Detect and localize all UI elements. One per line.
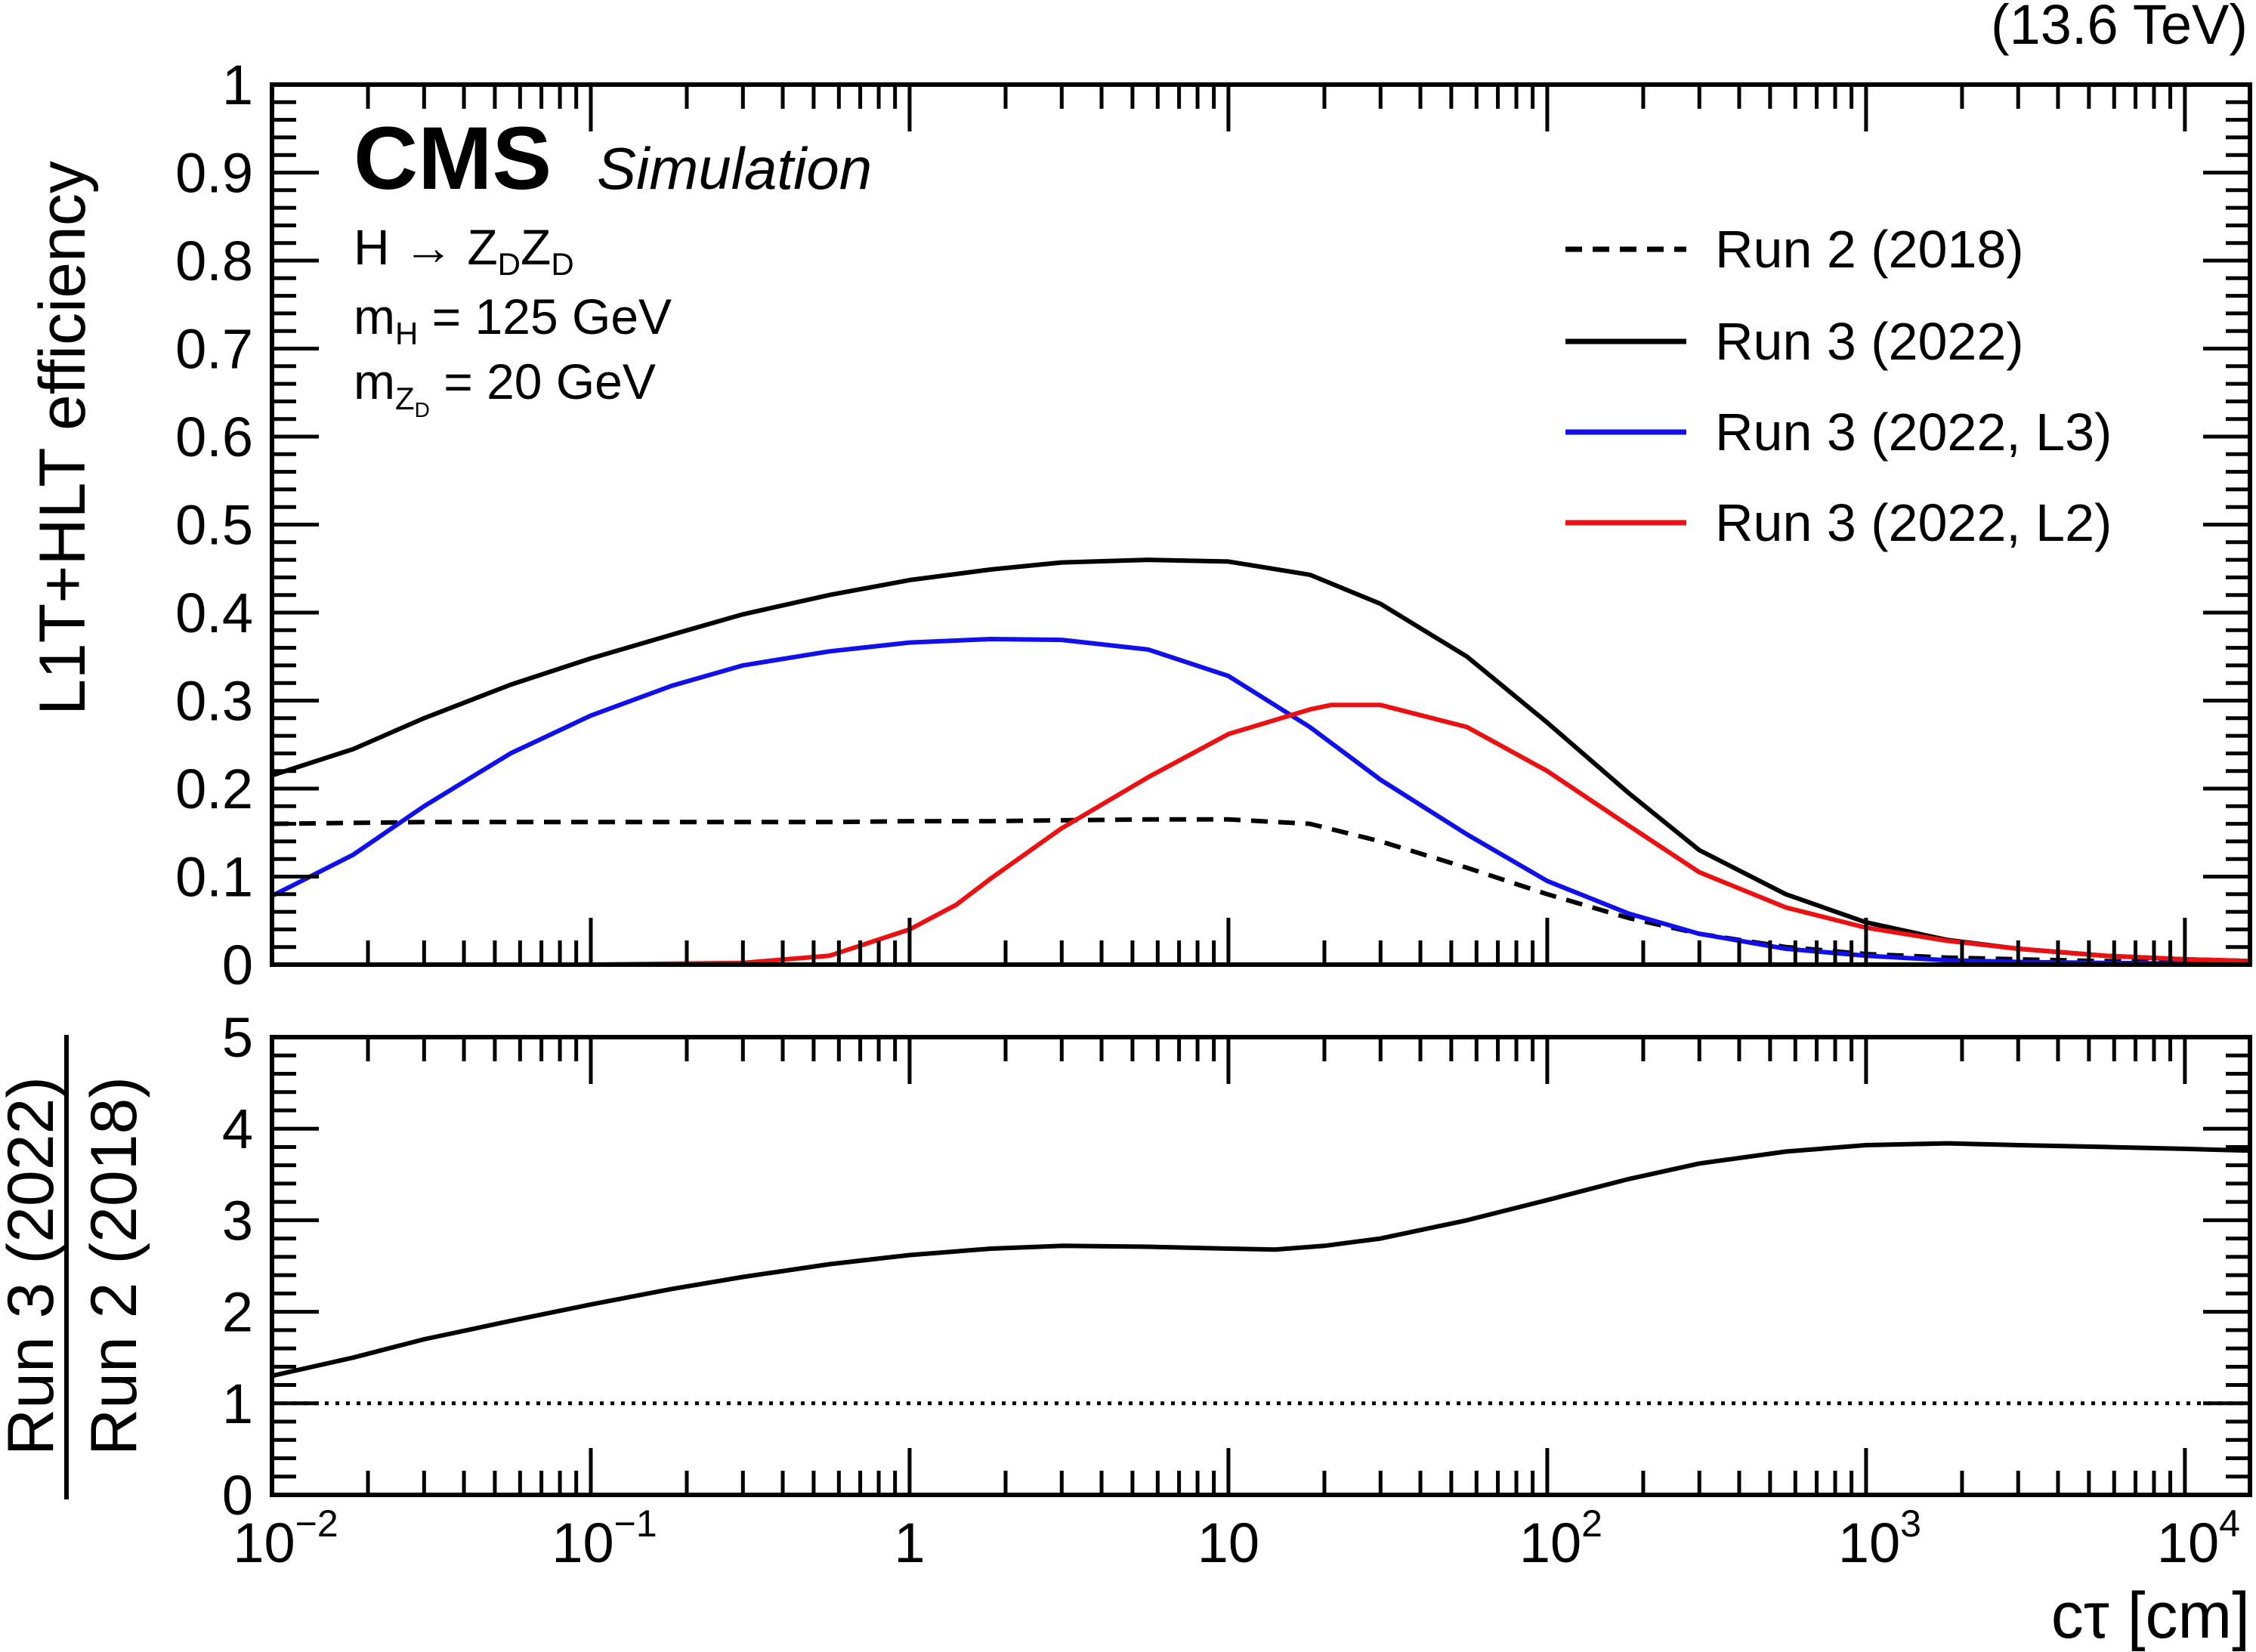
efficiency-y-tick-labels: 0 0.1 0.2 0.3 0.4 0.5 0.6 0.7 0.8 0.9 1: [175, 54, 253, 996]
efficiency-y-tick-label: 1: [222, 54, 253, 116]
energy-label: (13.6 TeV): [1991, 0, 2248, 56]
ratio-y-tick-label: 5: [222, 1006, 253, 1069]
efficiency-y-tick-label: 0.9: [175, 142, 253, 205]
efficiency-panel: 0 0.1 0.2 0.3 0.4 0.5 0.6 0.7 0.8 0.9 1 L1T+HLT ef…: [26, 54, 2252, 996]
cms-label: CMS: [354, 109, 552, 208]
efficiency-y-tick-label: 0.5: [175, 494, 253, 557]
legend-label: Run 3 (2022, L3): [1715, 403, 2112, 462]
ratio-frame: [270, 1035, 2252, 1497]
ratio-y-title-numerator: Run 3 (2022): [0, 1076, 67, 1456]
ratio-y-tick-label: 3: [222, 1189, 253, 1252]
x-tick-label: 1: [894, 1512, 925, 1574]
x-tick-label: 102: [1519, 1502, 1602, 1574]
process-label: H → ZDZD: [354, 219, 574, 282]
ratio-panel: 0 1 2 3 4 5 10−2 10−1 1 10 102 103 104 Run 3 (2022)…: [0, 1006, 2252, 1652]
efficiency-y-tick-label: 0.3: [175, 670, 253, 733]
efficiency-curves: [270, 557, 2251, 967]
x-tick-label: 10−1: [552, 1502, 657, 1574]
x-tick-label: 10: [1198, 1512, 1259, 1574]
simulation-label: Simulation: [597, 135, 872, 202]
ratio-line: [271, 1141, 2251, 1379]
efficiency-y-axis-title: L1T+HLT efficiency: [26, 161, 99, 715]
x-tick-labels: 10−2 10−1 1 10 102 103 104: [233, 1502, 2240, 1574]
ratio-y-tick-labels: 0 1 2 3 4 5: [222, 1006, 253, 1527]
series-line-run2-2018: [271, 817, 2251, 965]
higgs-mass-label: mH = 125 GeV: [354, 289, 672, 351]
efficiency-y-tick-label: 0.7: [175, 318, 253, 381]
ratio-curves: [271, 1141, 2251, 1406]
ratio-y-title-denominator: Run 2 (2018): [78, 1076, 150, 1456]
efficiency-y-tick-label: 0: [222, 934, 253, 996]
ratio-y-tick-label: 4: [222, 1098, 253, 1160]
dark-boson-mass-label: mZD = 20 GeV: [354, 354, 656, 421]
x-tick-label: 104: [2157, 1502, 2240, 1574]
efficiency-y-tick-label: 0.6: [175, 406, 253, 468]
ratio-ticks: [270, 1035, 2250, 1497]
x-tick-label: 10−2: [233, 1502, 338, 1574]
legend-label: Run 2 (2018): [1715, 220, 2024, 279]
ratio-y-tick-label: 0: [222, 1464, 253, 1527]
efficiency-y-tick-label: 0.4: [175, 582, 253, 644]
legend-label: Run 3 (2022, L2): [1715, 493, 2112, 552]
ratio-y-tick-label: 2: [222, 1281, 253, 1344]
efficiency-y-tick-label: 0.8: [175, 230, 253, 292]
series-line-run3-2022: [271, 557, 2251, 964]
efficiency-y-tick-label: 0.1: [175, 846, 253, 909]
x-axis-title: cτ [cm]: [2051, 1579, 2250, 1652]
legend-label: Run 3 (2022): [1715, 312, 2024, 371]
efficiency-ticks: [270, 82, 2250, 967]
ratio-y-tick-label: 1: [222, 1373, 253, 1435]
series-line-run3-2022-l2: [272, 702, 2251, 967]
efficiency-frame: [270, 82, 2252, 967]
legend: Run 2 (2018) Run 3 (2022) Run 3 (2022, L3)…: [1565, 220, 2112, 552]
efficiency-y-tick-label: 0.2: [175, 758, 253, 820]
series-line-run3-2022-l3: [270, 637, 2250, 966]
x-tick-label: 103: [1838, 1502, 1921, 1574]
